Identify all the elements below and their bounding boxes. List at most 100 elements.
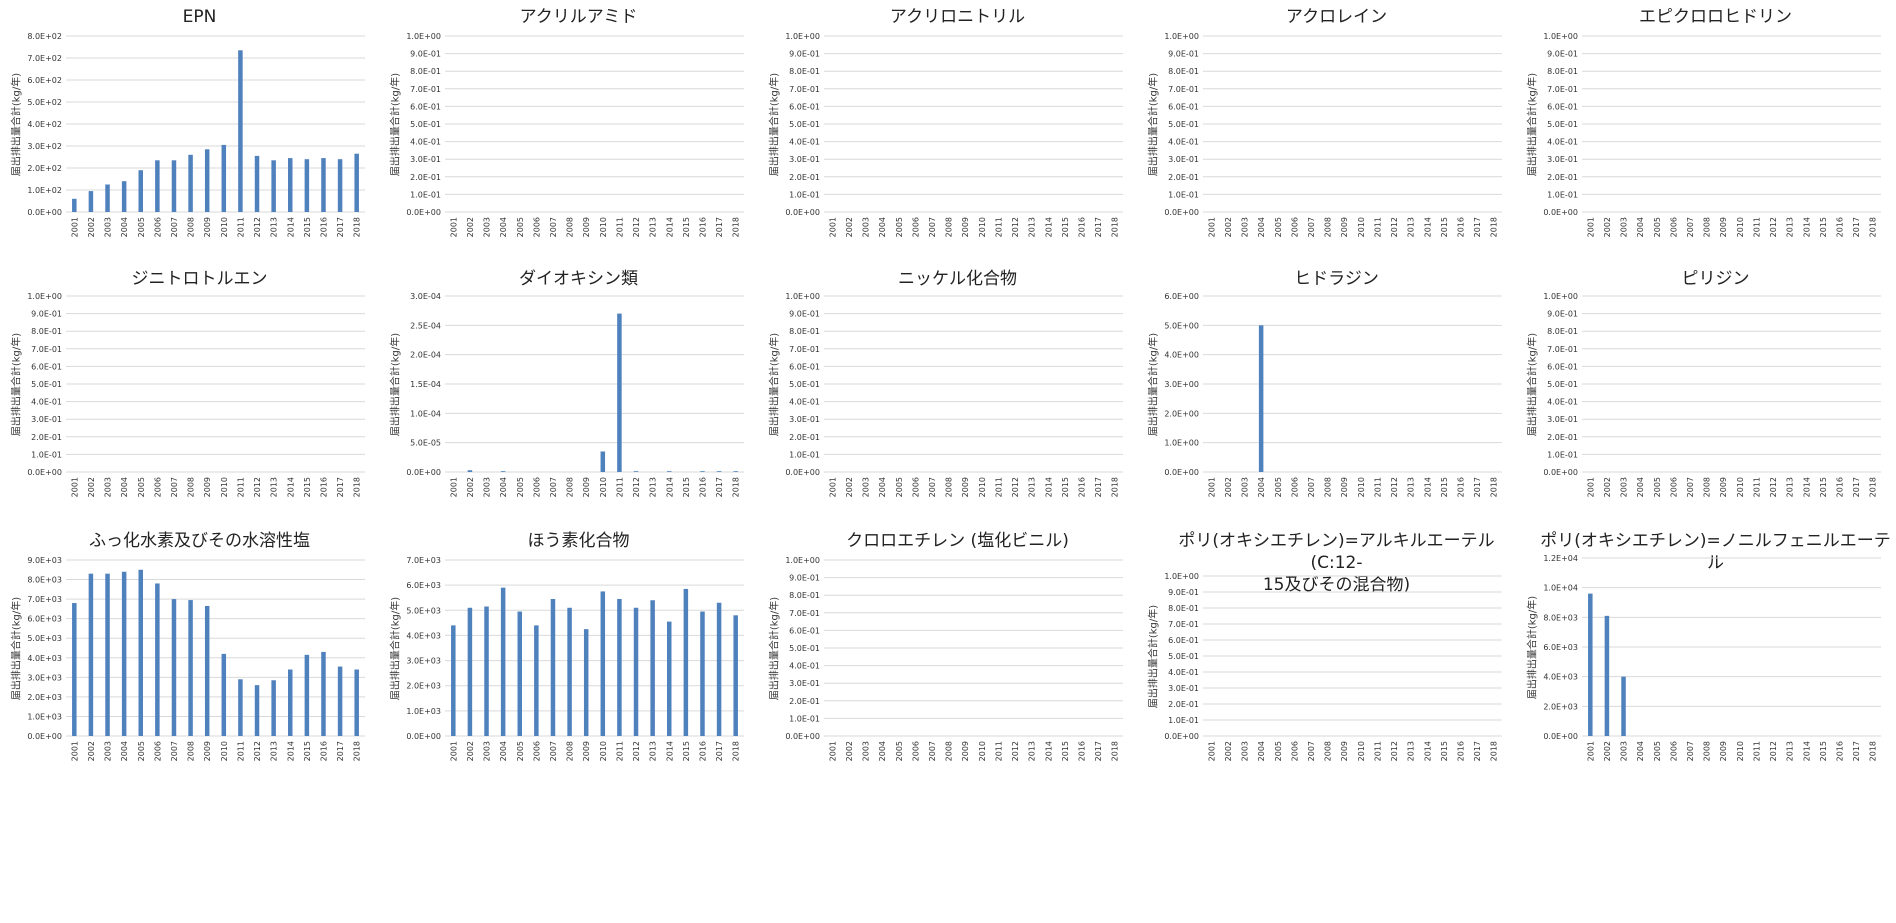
x-tick-label: 2005: [895, 217, 904, 237]
bar-chart: 0.0E+00 1.0E-01 2.0E-01 3.0E-01 4.0E-01 5.0E-…: [1164, 32, 1502, 237]
y-tick-label: 6.0E-01: [789, 626, 820, 635]
y-tick-label: 1.0E+03: [406, 707, 441, 716]
x-tick-label: 2016: [1835, 741, 1844, 761]
x-tick-label: 2014: [1802, 477, 1811, 497]
x-tick-label: 2007: [928, 217, 937, 237]
x-tick-label: 2004: [120, 477, 129, 497]
x-tick-label: 2015: [682, 741, 691, 761]
bar-2005: [517, 611, 522, 736]
bar-2018: [354, 153, 359, 212]
bar-2016: [321, 158, 326, 212]
x-tick-label: 2012: [1390, 477, 1399, 497]
bar-2016: [700, 611, 705, 736]
x-tick-label: 2003: [483, 217, 492, 237]
y-tick-label: 5.0E-01: [31, 380, 62, 389]
x-tick-label: 2011: [615, 217, 624, 237]
y-tick-label: 6.0E+03: [406, 581, 441, 590]
bar-2014: [288, 669, 293, 736]
y-tick-label: 4.0E-01: [1168, 138, 1199, 147]
chart-title: ふっ化水素及びその水溶性塩: [89, 531, 310, 551]
x-tick-label: 2002: [87, 741, 96, 761]
x-tick-label: 2016: [698, 477, 707, 497]
x-tick-label: 2018: [732, 477, 741, 497]
x-tick-label: 2012: [1011, 741, 1020, 761]
x-tick-label: 2016: [1456, 741, 1465, 761]
y-tick-label: 7.0E+03: [406, 556, 441, 565]
x-tick-label: 2002: [1603, 477, 1612, 497]
x-tick-label: 2010: [599, 741, 608, 761]
x-tick-label: 2009: [203, 217, 212, 237]
y-tick-label: 4.0E+03: [406, 631, 441, 640]
x-tick-label: 2008: [187, 477, 196, 497]
y-tick-label: 3.0E-01: [1168, 155, 1199, 164]
x-tick-label: 2012: [632, 217, 641, 237]
x-tick-label: 2005: [137, 217, 146, 237]
x-tick-label: 2003: [1241, 477, 1250, 497]
x-tick-label: 2011: [1752, 477, 1761, 497]
x-tick-label: 2005: [137, 477, 146, 497]
x-tick-label: 2014: [665, 477, 674, 497]
bar-2011: [238, 679, 243, 736]
y-tick-label: 1.0E+00: [1164, 32, 1199, 41]
x-tick-label: 2018: [732, 217, 741, 237]
y-tick-label: 8.0E-01: [1168, 604, 1199, 613]
bar-2018: [354, 669, 359, 736]
bar-2004: [121, 181, 127, 212]
x-tick-label: 2002: [845, 217, 854, 237]
x-tick-label: 2013: [1786, 741, 1795, 761]
y-tick-label: 4.0E-01: [31, 398, 62, 407]
y-tick-label: 2.0E-01: [1547, 433, 1578, 442]
bar-2002: [88, 573, 94, 736]
y-tick-label: 2.0E+00: [1164, 409, 1199, 418]
y-tick-label: 7.0E-01: [1547, 85, 1578, 94]
x-tick-label: 2008: [566, 217, 575, 237]
y-tick-label: 0.0E+00: [27, 468, 62, 477]
x-tick-label: 2006: [911, 477, 920, 497]
x-tick-label: 2017: [1473, 741, 1482, 761]
x-tick-label: 2012: [253, 477, 262, 497]
x-tick-label: 2011: [236, 217, 245, 237]
x-tick-label: 2003: [862, 217, 871, 237]
x-tick-label: 2011: [1373, 477, 1382, 497]
x-tick-label: 2014: [665, 741, 674, 761]
x-tick-label: 2014: [1044, 477, 1053, 497]
chart-title: エピクロロヒドリン: [1639, 7, 1792, 27]
x-tick-label: 2001: [828, 477, 837, 497]
bar-chart: 0.0E+00 2.0E+03 4.0E+03 6.0E+03 8.0E+03 1.0E+…: [1543, 554, 1881, 761]
y-tick-label: 1.0E-01: [1168, 716, 1199, 725]
x-tick-label: 2013: [649, 477, 658, 497]
y-tick-label: 2.0E-01: [789, 173, 820, 182]
y-tick-label: 4.0E-01: [1547, 138, 1578, 147]
x-tick-label: 2001: [1207, 217, 1216, 237]
x-tick-label: 2011: [1373, 217, 1382, 237]
y-tick-label: 4.0E+02: [27, 120, 62, 129]
y-tick-label: 1.0E+03: [27, 712, 62, 721]
bar-2010: [221, 144, 227, 212]
bar-2008: [188, 154, 193, 212]
x-tick-label: 2009: [1719, 217, 1728, 237]
x-tick-label: 2005: [1274, 217, 1283, 237]
x-tick-label: 2018: [1490, 741, 1499, 761]
y-tick-label: 3.0E-01: [410, 155, 441, 164]
x-tick-label: 2018: [1869, 741, 1878, 761]
chart-title: アクロレイン: [1285, 7, 1388, 27]
x-tick-label: 2011: [1752, 741, 1761, 761]
bar-chart: 0.0E+00 5.0E-05 1.0E-04 1.5E-04 2.0E-04 2.5E-…: [406, 292, 744, 497]
x-tick-label: 2004: [499, 217, 508, 237]
y-tick-label: 1.0E-01: [31, 450, 62, 459]
x-tick-label: 2003: [104, 741, 113, 761]
x-tick-label: 2008: [1324, 217, 1333, 237]
bar-2009: [204, 149, 210, 212]
x-tick-label: 2001: [70, 477, 79, 497]
x-tick-label: 2004: [1636, 741, 1645, 761]
x-tick-label: 2017: [1094, 217, 1103, 237]
x-tick-label: 2005: [1274, 741, 1283, 761]
x-tick-label: 2010: [1357, 477, 1366, 497]
x-tick-label: 2010: [1736, 741, 1745, 761]
x-tick-label: 2018: [1869, 217, 1878, 237]
y-tick-label: 0.0E+00: [1543, 208, 1578, 217]
chart-panel-12: ほう素化合物 届出排出量合計(kg/年) 0.0E+00 1.0E+03 2.0E+03…: [379, 524, 758, 831]
y-tick-label: 4.0E-01: [789, 138, 820, 147]
y-tick-label: 6.0E+02: [27, 76, 62, 85]
bar-2006: [534, 625, 539, 736]
